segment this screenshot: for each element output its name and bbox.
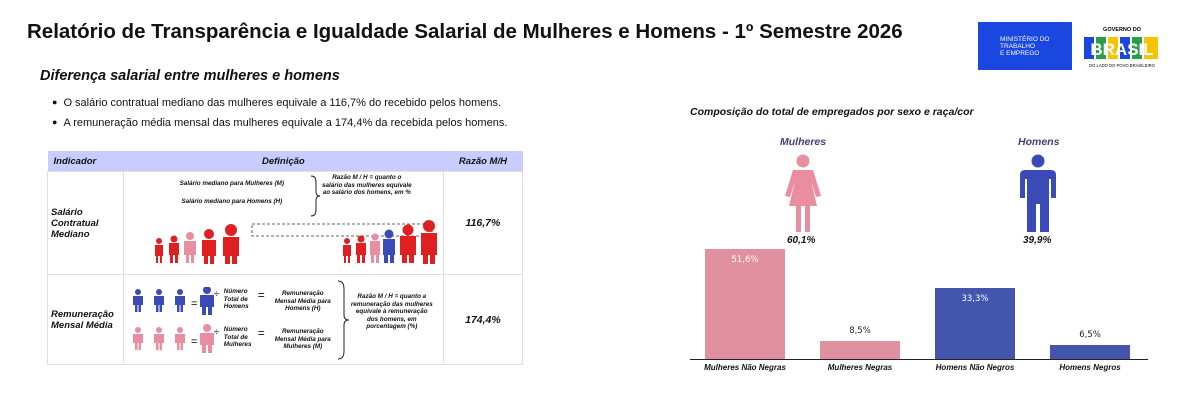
mte-logo-line-3: e Emprego [1000,49,1040,57]
num-label-m: Número Total de Mulheres [223,326,252,348]
def-note: Razão M / H = quanto a remuneração das m… [350,293,433,330]
def-h-label: Salário mediano para Homens (H) [181,198,283,205]
bar-value-label: 8,5% [849,326,871,336]
mte-logo-line-2: Trabalho [1000,42,1036,50]
rem-label-m: Remuneração Mensal Média para Mulheres (… [274,328,331,350]
bar-2 [935,288,1015,359]
table-row: Salário Contratual Mediano Salário media… [47,171,524,275]
ratio-value: 174,4% [442,274,524,365]
bar-value-label: 51,6% [731,255,759,265]
composition-title: Composição do total de empregados por se… [690,106,974,118]
bar-value-label: 33,3% [961,294,989,304]
bar-3 [1050,345,1130,359]
indicator-table: Indicador Definição Razão M/H Salário Co… [47,151,524,365]
gov-brasil-logo: GOVERNO DO BRASIL DO LADO DO POVO BRASIL… [1084,27,1158,68]
men-label: Homens [1018,136,1060,148]
men-percent: 39,9% [1023,235,1052,246]
bar-value-label: 6,5% [1079,330,1101,340]
man-icon [1020,154,1056,232]
people-illustration [154,220,437,264]
bar-1 [820,341,900,359]
mte-logo: Ministério do Trabalho e Emprego [978,22,1072,70]
header-ratio: Razão M/H [443,151,523,172]
equals-sign: = [257,288,265,302]
equals-sign: = [257,326,265,340]
category-label: Homens Negros [1059,363,1121,372]
num-label-h: Número Total de Homens [223,288,249,310]
women-percent: 60,1% [787,235,816,246]
bullet-item: A remuneração média mensal das mulheres … [52,113,507,133]
divide-sign: ÷ [213,327,220,338]
women-label: Mulheres [780,136,827,148]
svg-text:=: = [191,298,197,310]
ratio-value: 116,7% [442,171,524,275]
gov-logo-top: GOVERNO DO [1103,27,1142,33]
x-axis-line [690,359,1148,360]
bar-0 [705,249,785,359]
header-indicator: Indicador [47,151,124,172]
svg-text:=: = [191,336,197,348]
gov-logo-word: BRASIL [1090,40,1153,59]
indicator-label: Remuneração Mensal Média [47,274,124,365]
gov-logo-bottom: DO LADO DO POVO BRASILEIRO [1089,63,1156,68]
woman-icon [785,154,821,232]
header-definition: Definição [123,151,444,172]
section-subtitle: Diferença salarial entre mulheres e home… [40,68,340,84]
category-label: Homens Não Negros [935,363,1015,372]
mte-logo-line-1: Ministério do [1000,35,1050,43]
bullet-item: O salário contratual mediano das mulhere… [52,93,507,113]
rem-label-h: Remuneração Mensal Média para Homens (H) [274,290,331,312]
table-row: Remuneração Mensal Média = = ÷ [47,274,524,365]
bullet-list: O salário contratual mediano das mulhere… [52,93,507,133]
definition-cell: Salário mediano para Mulheres (M) Salári… [122,171,444,275]
def-note: Razão M / H = quanto o salário das mulhe… [321,174,412,196]
brace-icon [310,175,320,217]
people-illustration: = = [132,287,214,353]
category-label: Mulheres Não Negras [704,363,786,372]
brace-icon [337,280,349,360]
definition-cell: = = ÷ Número Total de Homens = Remuneraç… [122,274,444,365]
divide-sign: ÷ [213,289,220,300]
def-m-label: Salário mediano para Mulheres (M) [179,180,284,187]
category-label: Mulheres Negras [827,363,893,372]
indicator-label: Salário Contratual Mediano [47,171,124,275]
page-title: Relatório de Transparência e Igualdade S… [27,20,903,43]
